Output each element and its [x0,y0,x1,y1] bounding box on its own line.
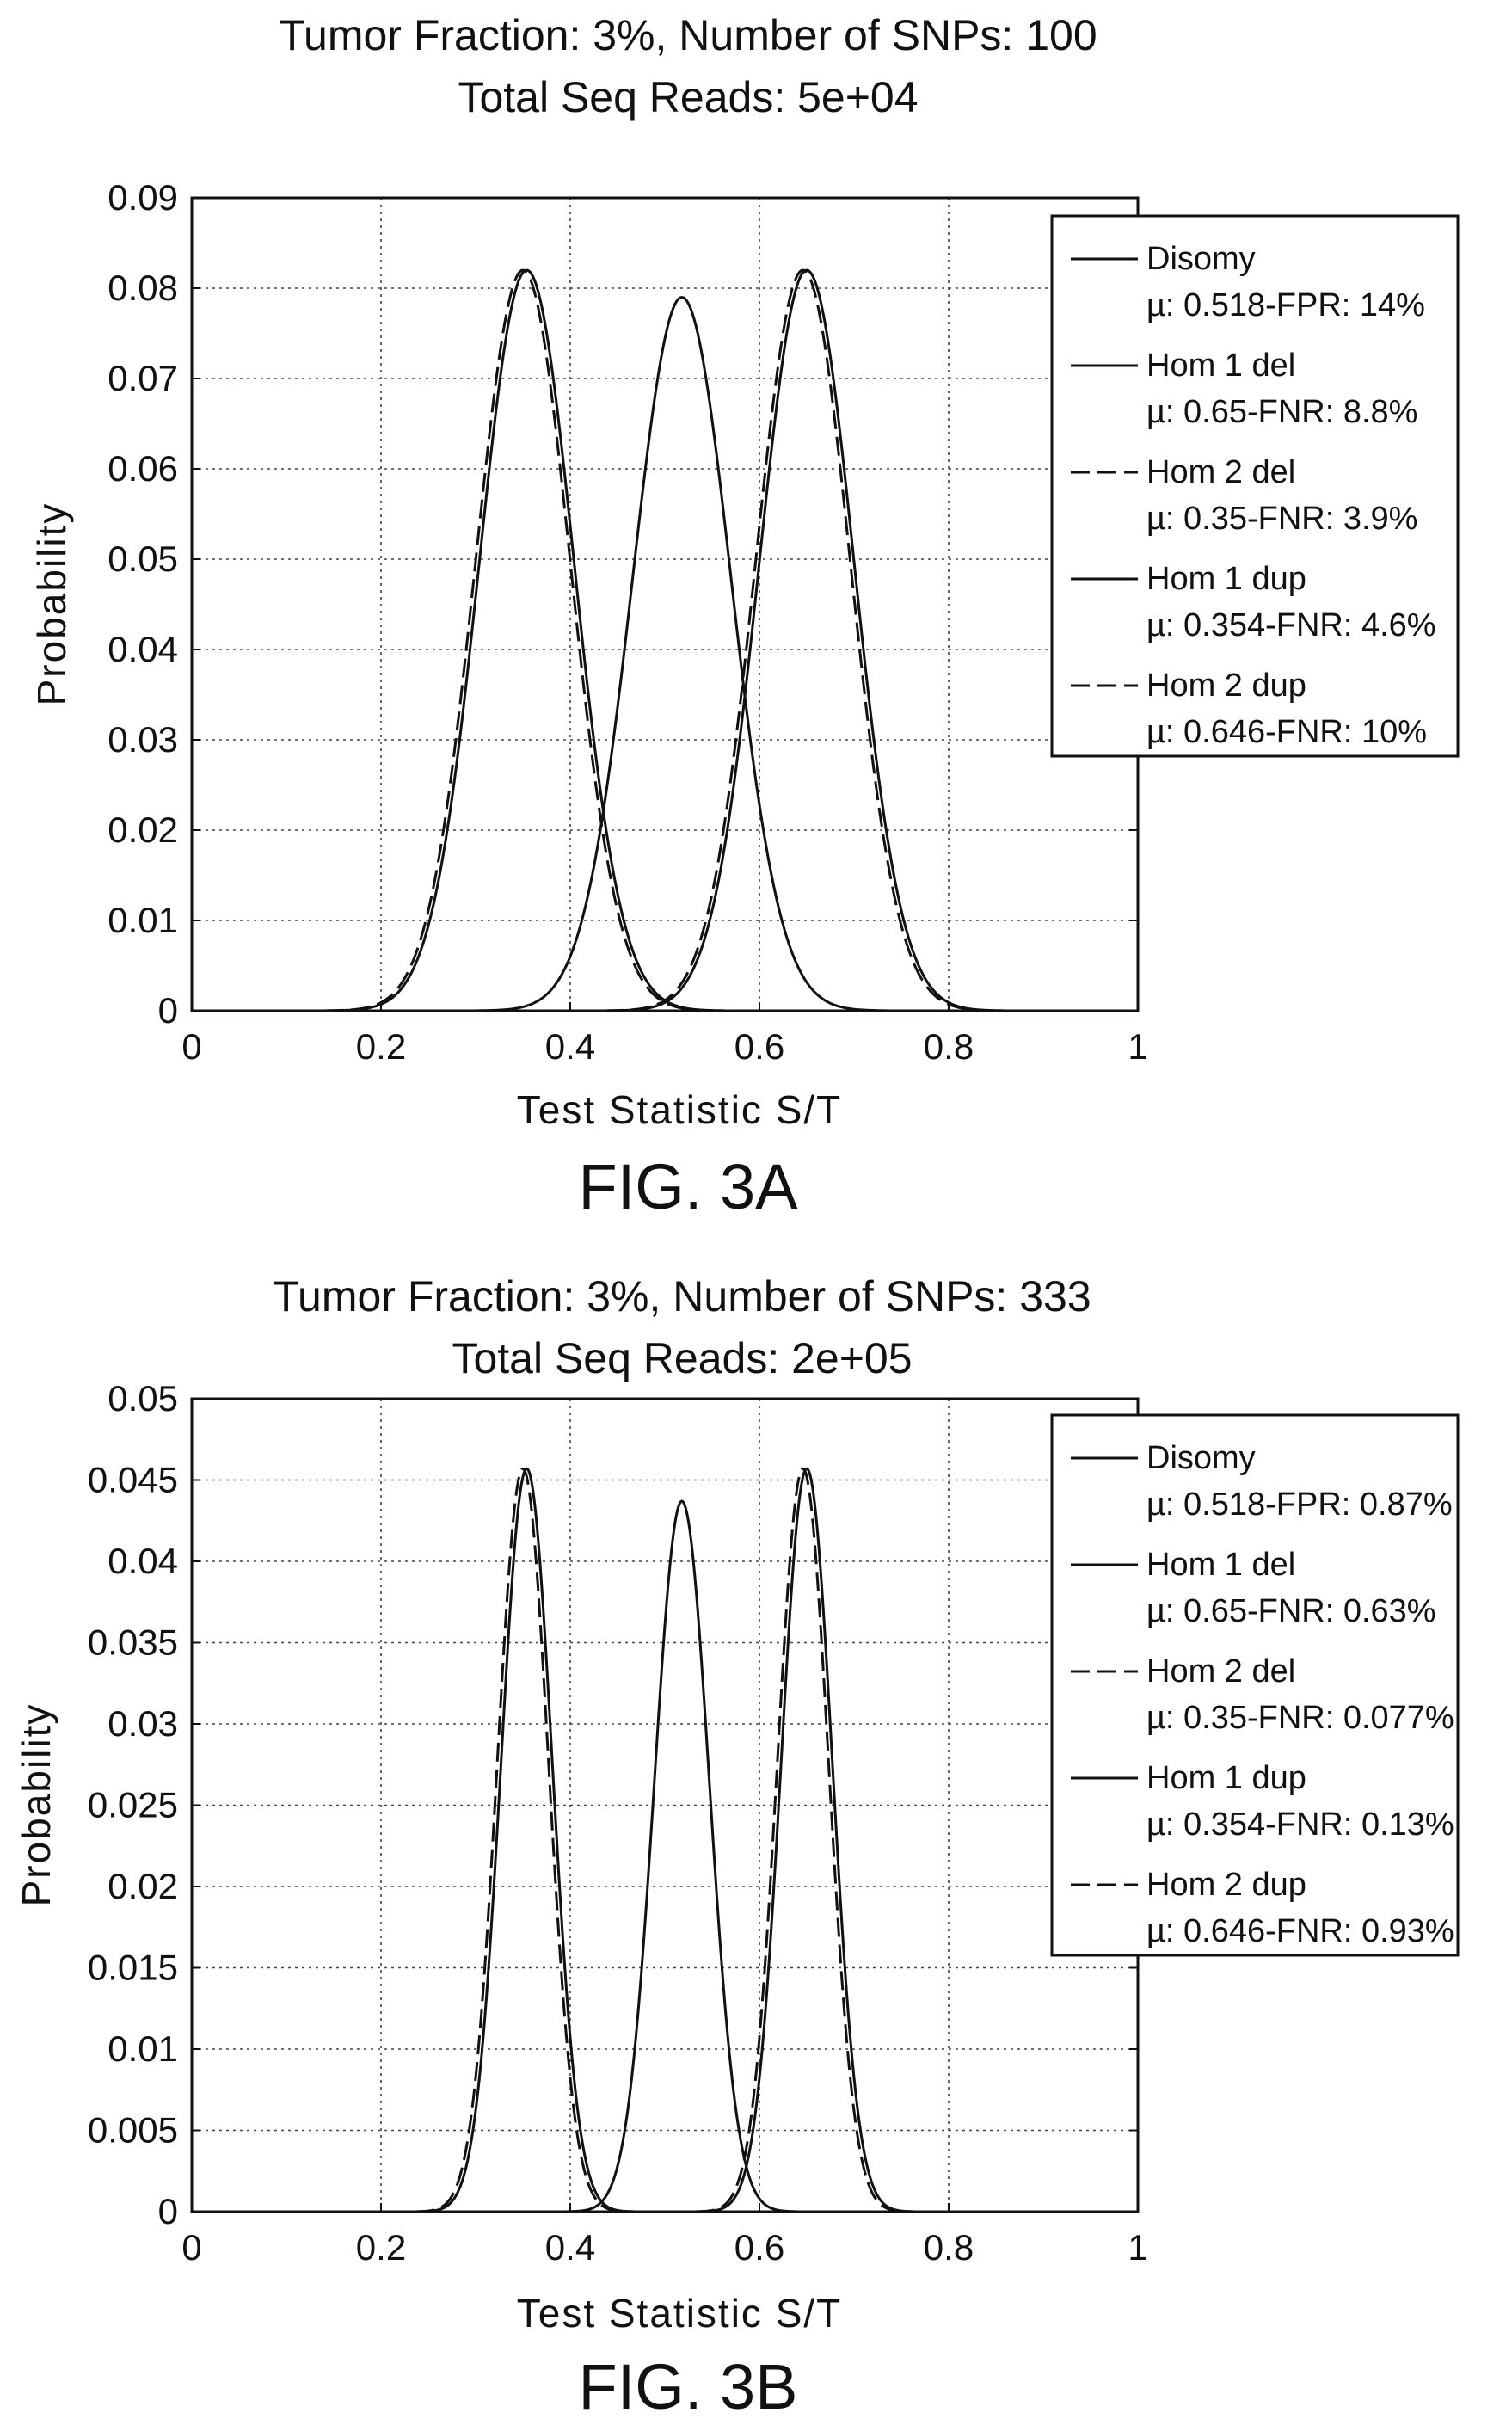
chart-3a-xtick-label: 0.8 [924,1026,974,1067]
fig-3a-label: FIG. 3A [579,1151,799,1222]
chart-3a-xtick-label: 0.6 [734,1026,784,1067]
chart-3a-ytick-label: 0.02 [108,809,178,850]
chart-3b-series-hom-2-dup [695,1467,911,2213]
chart-3a-series-hom-2-dup [604,268,1002,1012]
chart-3b-ytick-label: 0.005 [88,2110,178,2151]
chart-3b-ytick-label: 0.015 [88,1948,178,1988]
chart-3b-legend-series-stats: µ: 0.646-FNR: 0.93% [1146,1913,1454,1949]
chart-3b-ytick-label: 0 [158,2191,178,2231]
chart-3a-series-hom-1-dup [328,268,726,1012]
chart-3b-title-line1: Tumor Fraction: 3%, Number of SNPs: 333 [273,1272,1091,1320]
chart-3b-ytick-label: 0.03 [108,1703,178,1744]
chart-3a-ylabel: Probability [29,502,74,706]
chart-3a: Tumor Fraction: 3%, Number of SNPs: 100 … [29,11,1460,1222]
chart-3b-ytick-label: 0.025 [88,1785,178,1825]
chart-3b-plot-frame [190,1397,1140,2213]
chart-3b-xtick-label: 0.4 [545,2227,595,2268]
chart-3a-title-line1: Tumor Fraction: 3%, Number of SNPs: 100 [279,11,1097,59]
chart-3a-ytick-label: 0.03 [108,719,178,760]
fig-3b-label: FIG. 3B [579,2351,798,2422]
chart-3a-series-disomy [475,295,889,1012]
chart-3a-title-line2: Total Seq Reads: 5e+04 [458,73,918,121]
chart-3a-legend-series-name: Disomy [1146,241,1256,277]
chart-3a-legend-series-name: Hom 1 del [1146,348,1295,384]
chart-3b-legend: Disomy µ: 0.518-FPR: 0.87% Hom 1 del µ: 0.6… [1050,1413,1460,1957]
chart-3a-ytick-label: 0.05 [108,539,178,579]
chart-3a-xtick-label: 0 [181,1026,201,1067]
chart-3b-legend-series-stats: µ: 0.65-FNR: 0.63% [1146,1593,1436,1629]
chart-3a-legend-series-name: Hom 2 del [1146,454,1295,490]
chart-3b-legend-box [1050,1413,1460,1957]
chart-3a-ytick-label: 0.01 [108,900,178,940]
chart-3b-legend-series-stats: µ: 0.354-FNR: 0.13% [1146,1806,1454,1843]
chart-3b-legend-series-name: Hom 1 dup [1146,1760,1306,1796]
chart-3a-legend-series-stats: µ: 0.646-FNR: 10% [1146,714,1427,750]
chart-3a-series-hom-1-del [607,268,1006,1012]
chart-3a-legend-series-stats: µ: 0.35-FNR: 3.9% [1146,501,1417,537]
chart-3b-series-disomy [566,1499,797,2213]
chart-3b-xtick-label: 0 [181,2227,201,2268]
chart-3b-xtick-label: 0.2 [356,2227,406,2268]
chart-3b-legend-series-stats: µ: 0.35-FNR: 0.077% [1146,1700,1454,1736]
chart-3b-ytick-label: 0.02 [108,1866,178,1906]
chart-3a-legend: Disomy µ: 0.518-FPR: 14% Hom 1 del µ: 0.65-… [1050,214,1460,758]
chart-3b-ylabel: Probability [14,1703,58,1907]
chart-3a-x-ticks: 0 0.2 0.4 0.6 0.8 1 [181,1002,1148,1067]
chart-3a-series-hom-2-del [323,268,722,1012]
chart-3b-legend-series-name: Hom 1 del [1146,1547,1295,1583]
chart-3a-xtick-label: 0.4 [545,1026,595,1067]
chart-3a-legend-series-stats: µ: 0.65-FNR: 8.8% [1146,394,1417,430]
chart-3b-grid [192,1399,1138,2212]
chart-3b-ytick-label: 0.01 [108,2028,178,2069]
chart-3b-series-hom-1-dup [419,1467,635,2213]
chart-3b-ytick-label: 0.04 [108,1541,178,1581]
chart-3a-xlabel: Test Statistic S/T [517,1087,843,1132]
chart-3a-ytick-label: 0.04 [108,629,178,669]
chart-3b-legend-series-name: Hom 2 del [1146,1653,1295,1689]
chart-3b-ytick-label: 0.035 [88,1622,178,1663]
chart-3a-legend-box [1050,214,1460,758]
chart-3b-series-hom-1-del [699,1467,914,2213]
chart-3a-legend-series-stats: µ: 0.518-FPR: 14% [1146,287,1425,323]
chart-3a-grid [192,198,1138,1011]
chart-3a-legend-series-stats: µ: 0.354-FNR: 4.6% [1146,607,1436,643]
chart-3b-xtick-label: 0.8 [924,2227,974,2268]
chart-3b-legend-series-stats: µ: 0.518-FPR: 0.87% [1146,1486,1453,1523]
chart-3a-xtick-label: 1 [1128,1026,1147,1067]
chart-3b-series-hom-2-del [415,1467,630,2213]
chart-3a-xtick-label: 0.2 [356,1026,406,1067]
chart-3b-x-ticks: 0 0.2 0.4 0.6 0.8 1 [181,2203,1148,2268]
chart-3a-ytick-label: 0.07 [108,358,178,398]
chart-3b-xtick-label: 0.6 [734,2227,784,2268]
chart-3a-plot-frame [190,196,1140,1012]
chart-3b-legend-series-name: Hom 2 dup [1146,1867,1306,1903]
chart-3b-title-line2: Total Seq Reads: 2e+05 [452,1334,912,1382]
chart-3a-legend-series-name: Hom 1 dup [1146,561,1306,597]
chart-3a-y-ticks: 0 0.01 0.02 0.03 0.04 0.05 0.06 0.07 0.08 0.09 [108,177,1138,1031]
chart-3b-y-ticks: 0 0.005 0.01 0.015 0.02 0.025 0.03 0.035 0.04 0.0… [88,1378,1138,2231]
chart-3a-ytick-label: 0.09 [108,177,178,218]
chart-3b-ytick-label: 0.05 [108,1378,178,1419]
chart-3b-ytick-label: 0.045 [88,1460,178,1500]
chart-3a-ytick-label: 0.08 [108,268,178,308]
chart-3a-legend-series-name: Hom 2 dup [1146,668,1306,704]
chart-3b-legend-series-name: Disomy [1146,1440,1256,1476]
chart-3b-curves [415,1467,914,2213]
chart-3a-curves [323,268,1006,1012]
chart-3b-xlabel: Test Statistic S/T [517,2291,843,2336]
chart-3b: Tumor Fraction: 3%, Number of SNPs: 333 … [14,1272,1460,2422]
chart-3a-ytick-label: 0 [158,990,178,1031]
chart-3b-xtick-label: 1 [1128,2227,1147,2268]
chart-3a-ytick-label: 0.06 [108,448,178,489]
